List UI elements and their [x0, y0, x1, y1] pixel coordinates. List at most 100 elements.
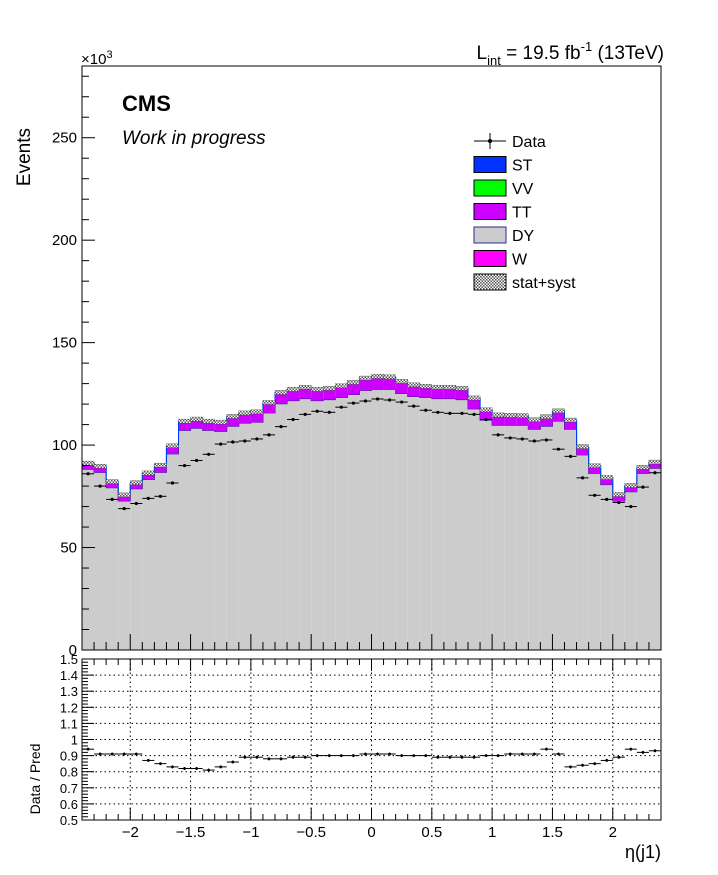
data-point — [371, 397, 384, 401]
main-x-axis — [81, 634, 662, 650]
uncertainty-band — [81, 374, 662, 498]
data-point — [504, 436, 517, 440]
ratio-point — [588, 762, 601, 766]
ratio-point — [347, 754, 360, 758]
bar-dy — [202, 430, 215, 650]
ratio-y-tick-label: 1.5 — [60, 652, 78, 667]
bar-tt — [335, 386, 348, 398]
data-point — [287, 417, 300, 422]
uncertainty-bin — [154, 462, 167, 468]
ratio-point — [528, 752, 541, 756]
uncertainty-bin — [298, 385, 312, 390]
data-point — [178, 463, 191, 468]
bar-dy — [142, 479, 155, 650]
ratio-y-tick-label: 1 — [71, 733, 78, 748]
bar-tt — [564, 421, 577, 430]
x-tick-label: −1.5 — [176, 824, 206, 841]
legend-entry-vv: VV — [473, 179, 534, 198]
data-point — [492, 433, 505, 437]
data-point — [166, 481, 179, 485]
bar-tt — [130, 483, 143, 489]
ratio-point — [492, 754, 505, 758]
bar-dy — [383, 389, 396, 650]
bar-dy — [166, 453, 179, 650]
bar-dy — [323, 399, 336, 650]
data-point — [311, 409, 324, 413]
uncertainty-bin — [564, 417, 577, 423]
work-in-progress-label: Work in progress — [122, 128, 266, 149]
ratio-point — [166, 765, 179, 769]
data-point — [250, 437, 263, 441]
ratio-y-tick-label: 0.8 — [60, 765, 78, 780]
x-tick-label: −2 — [122, 824, 139, 841]
bar-dy — [359, 390, 372, 650]
bar-tt — [431, 388, 444, 399]
data-point — [552, 447, 565, 451]
ratio-point — [455, 755, 468, 759]
uncertainty-bin — [262, 400, 276, 405]
x-tick-label: 0 — [367, 824, 375, 841]
y-axis-label: Events — [14, 128, 35, 186]
data-point — [130, 501, 143, 506]
data-point — [142, 496, 155, 500]
ratio-point — [335, 754, 348, 758]
ratio-point — [238, 755, 251, 759]
bar-dy — [94, 472, 107, 650]
data-point — [359, 399, 372, 403]
bar-dy — [262, 412, 275, 650]
bar-tt — [238, 413, 251, 424]
ratio-point — [262, 757, 275, 761]
uncertainty-bin — [467, 395, 481, 401]
ratio-point — [214, 765, 227, 769]
bar-dy — [443, 398, 456, 650]
uncertainty-bin — [359, 375, 372, 381]
x-tick-label: 2 — [609, 824, 617, 841]
bar-dy — [600, 484, 613, 650]
uncertainty-bin — [274, 390, 288, 395]
bar-tt — [359, 379, 372, 391]
uncertainty-bin — [226, 414, 239, 419]
bar-dy — [648, 468, 661, 650]
uncertainty-bin — [311, 387, 324, 392]
bar-dy — [335, 397, 348, 650]
bar-tt — [287, 390, 300, 401]
x-tick-label: −0.5 — [296, 824, 326, 841]
uncertainty-bin — [576, 444, 589, 449]
uncertainty-bin — [93, 463, 107, 469]
cms-label: CMS — [122, 91, 171, 116]
ratio-point — [94, 752, 107, 756]
ratio-point — [612, 755, 625, 759]
data-points — [82, 397, 661, 511]
bar-dy — [504, 425, 517, 650]
bar-tt — [299, 388, 312, 399]
data-point — [190, 458, 203, 463]
bar-tt — [383, 377, 396, 390]
bar-dy — [214, 431, 227, 650]
ratio-point — [480, 754, 493, 758]
bar-dy — [118, 501, 131, 650]
bar-tt — [311, 390, 324, 401]
bar-tt — [468, 398, 481, 409]
ratio-y-tick-label: 1.3 — [60, 684, 78, 699]
data-point — [540, 438, 553, 442]
exponent-label: ×103 — [81, 49, 113, 68]
uncertainty-bin — [479, 407, 493, 413]
uncertainty-bin — [600, 475, 613, 480]
uncertainty-bin — [178, 418, 191, 424]
bar-dy — [624, 491, 637, 650]
uncertainty-bin — [552, 408, 565, 414]
ratio-plot: 0.50.60.70.80.911.11.21.31.41.5 −2 −1.5 −1… — [27, 652, 662, 862]
data-point — [238, 439, 251, 443]
bar-tt — [504, 416, 517, 426]
data-point — [528, 439, 541, 443]
x-tick-label: 0.5 — [421, 824, 442, 841]
data-point — [516, 437, 529, 441]
x-tick-label: −1 — [242, 824, 259, 841]
data-point — [648, 471, 661, 475]
bar-dy — [190, 428, 203, 650]
legend-entry-st: ST — [473, 156, 533, 175]
bar-tt — [407, 385, 420, 397]
bar-tt — [106, 482, 119, 488]
legend-label: stat+syst — [512, 275, 576, 292]
data-point — [275, 425, 288, 429]
